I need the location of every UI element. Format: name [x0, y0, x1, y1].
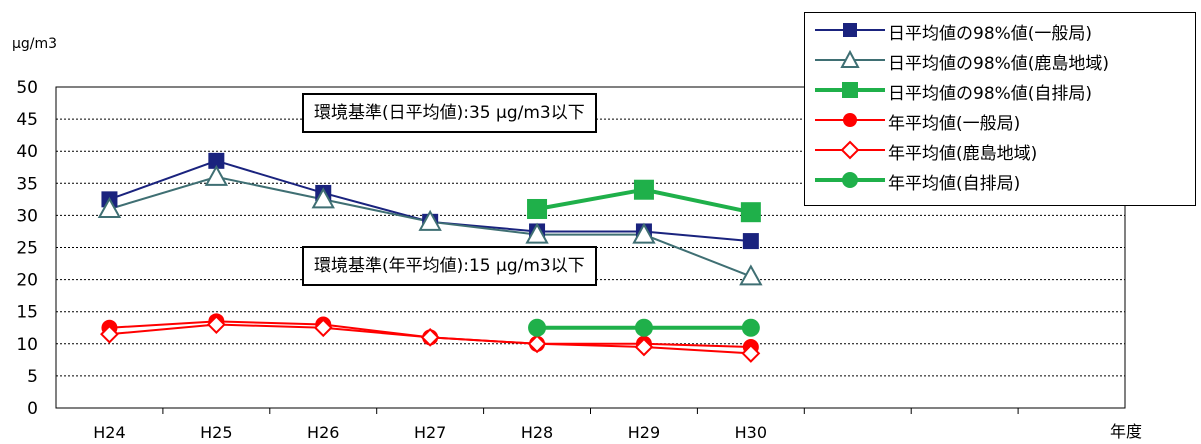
y-unit-label: μg/m3 [12, 36, 58, 52]
x-tick-label: H30 [735, 423, 767, 442]
y-tick-label: 15 [16, 303, 38, 323]
x-tick-label: H26 [307, 423, 339, 442]
data-point [206, 315, 226, 334]
data-point [204, 164, 229, 186]
legend-swatch-circle-icon [815, 113, 885, 127]
data-point [311, 187, 335, 209]
y-tick-label: 45 [16, 110, 38, 130]
legend-swatch-triangle-icon [815, 49, 885, 68]
data-point [527, 334, 547, 354]
data-point [634, 318, 653, 337]
data-point [741, 344, 761, 363]
legend-swatch-square-icon [815, 82, 885, 98]
y-tick-label: 40 [16, 142, 38, 162]
y-tick-label: 25 [16, 239, 38, 259]
legend-item: 年平均値(鹿島地域) [805, 137, 1197, 164]
data-point [528, 318, 547, 337]
data-point [632, 222, 656, 244]
y-tick-label: 50 [16, 78, 38, 98]
data-point [418, 209, 442, 231]
y-tick-label: 20 [16, 271, 38, 291]
legend-label: 年平均値(鹿島地域) [888, 144, 1038, 164]
legend-label: 日平均値の98%値(自排局) [888, 84, 1093, 104]
legend-label: 日平均値の98%値(鹿島地域) [888, 54, 1110, 74]
legend-label: 年平均値(自排局) [888, 174, 1021, 194]
data-point [527, 198, 548, 219]
x-tick-label: H29 [628, 423, 660, 442]
legend-item: 年平均値(一般局) [805, 107, 1197, 134]
legend-item: 日平均値の98%値(鹿島地域) [805, 47, 1197, 74]
legend-label: 日平均値の98%値(一般局) [888, 24, 1093, 44]
legend-swatch-circle-icon [815, 172, 885, 188]
data-point [739, 264, 763, 286]
annotation-annual-standard: 環境基準(年平均値):15 μg/m3以下 [302, 246, 597, 286]
data-point [208, 152, 225, 169]
annotation-daily-standard: 環境基準(日平均値):35 μg/m3以下 [302, 93, 597, 133]
y-tick-label: 30 [16, 206, 38, 226]
y-tick-label: 35 [16, 174, 38, 194]
data-point [742, 233, 759, 250]
legend-item: 日平均値の98%値(一般局) [805, 17, 1197, 44]
x-axis-label: 年度 [1110, 422, 1143, 441]
legend-swatch-diamond-icon [815, 140, 885, 160]
y-tick-label: 10 [16, 335, 38, 355]
x-tick-label: H25 [200, 423, 232, 442]
x-tick-label: H24 [93, 423, 125, 442]
data-point [420, 327, 440, 347]
data-point [100, 324, 119, 344]
data-point [313, 318, 333, 338]
chart-legend: 日平均値の98%値(一般局) 日平均値の98%値(鹿島地域) 日平均値の98%値… [804, 12, 1196, 206]
legend-item: 年平均値(自排局) [805, 167, 1197, 194]
x-tick-label: H27 [414, 423, 446, 442]
legend-item: 日平均値の98%値(自排局) [805, 77, 1197, 104]
y-tick-label: 5 [27, 367, 38, 387]
data-point [741, 318, 760, 337]
legend-label: 年平均値(一般局) [888, 114, 1021, 134]
data-point [740, 202, 761, 223]
data-point [97, 196, 122, 218]
y-tick-label: 0 [27, 399, 38, 419]
x-tick-label: H28 [521, 423, 553, 442]
data-point [525, 222, 549, 244]
data-point [633, 179, 654, 200]
data-point [634, 337, 654, 357]
legend-swatch-square-icon [815, 23, 885, 37]
